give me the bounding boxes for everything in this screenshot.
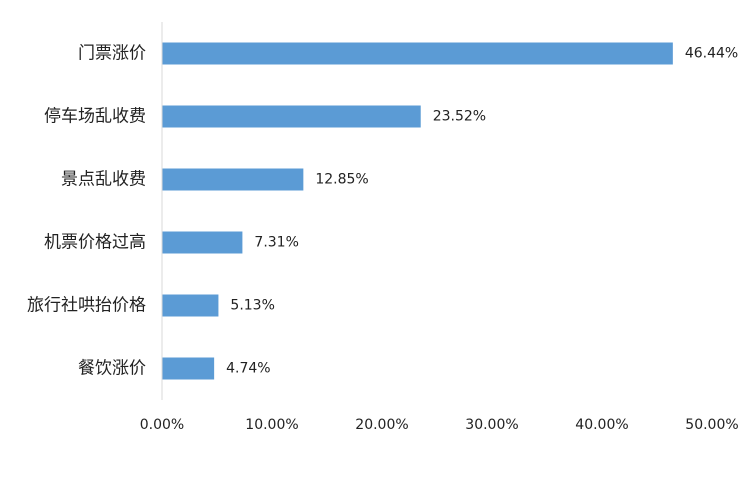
x-tick-label: 10.00% bbox=[245, 417, 298, 433]
category-label: 停车场乱收费 bbox=[44, 107, 146, 127]
bar-5 bbox=[162, 294, 219, 317]
data-labels: 46.44% 23.52% 12.85% 7.31% 5.13% 4.74% bbox=[226, 46, 738, 377]
category-label: 餐饮涨价 bbox=[78, 359, 146, 379]
x-tick-label: 0.00% bbox=[140, 417, 184, 433]
category-label: 门票涨价 bbox=[78, 44, 146, 64]
category-label: 机票价格过高 bbox=[44, 233, 146, 253]
x-tick-label: 20.00% bbox=[355, 417, 408, 433]
bars-layer bbox=[162, 42, 673, 380]
data-label: 7.31% bbox=[254, 235, 298, 251]
bar-4 bbox=[162, 231, 243, 254]
bar-6 bbox=[162, 357, 215, 380]
x-tick-label: 50.00% bbox=[685, 417, 738, 433]
x-tick-label: 40.00% bbox=[575, 417, 628, 433]
x-tick-labels: 0.00% 10.00% 20.00% 30.00% 40.00% 50.00% bbox=[140, 417, 739, 433]
bar-1 bbox=[162, 42, 673, 65]
bar-3 bbox=[162, 168, 304, 191]
data-label: 4.74% bbox=[226, 361, 270, 377]
category-label: 景点乱收费 bbox=[61, 170, 146, 190]
bar-2 bbox=[162, 105, 421, 128]
x-tick-label: 30.00% bbox=[465, 417, 518, 433]
data-label: 5.13% bbox=[230, 298, 274, 314]
data-label: 46.44% bbox=[685, 46, 738, 62]
data-label: 12.85% bbox=[315, 172, 368, 188]
category-label: 旅行社哄抬价格 bbox=[27, 296, 146, 316]
data-label: 23.52% bbox=[433, 109, 486, 125]
